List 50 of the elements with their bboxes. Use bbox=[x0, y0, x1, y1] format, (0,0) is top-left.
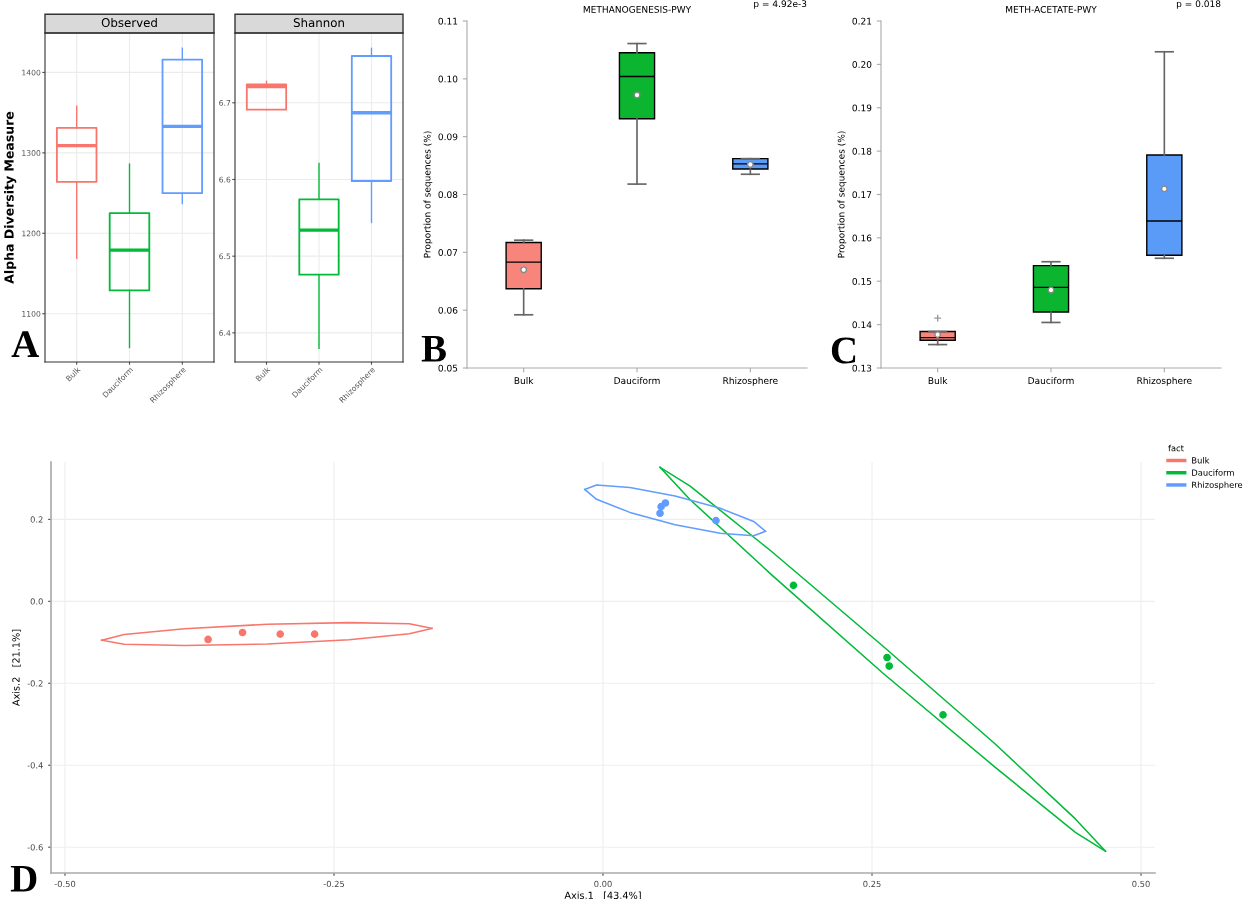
legend-label: Dauciform bbox=[1192, 469, 1234, 476]
y-tick-label: 0.09 bbox=[438, 133, 458, 141]
legend-label: Bulk bbox=[1192, 457, 1210, 464]
y-tick-label: 0.06 bbox=[438, 306, 458, 314]
y-tick-label: 0.08 bbox=[438, 191, 458, 199]
y-tick-label: 0.2 bbox=[30, 516, 43, 523]
text: B bbox=[421, 335, 446, 362]
y-tick-label: -0.4 bbox=[27, 762, 43, 769]
x-tick-label: 0.50 bbox=[1132, 880, 1150, 888]
x-tick-label: -0.25 bbox=[323, 880, 345, 888]
text: C bbox=[831, 337, 856, 364]
y-tick-label: 0.17 bbox=[852, 191, 872, 199]
y-tick-label: 0.05 bbox=[438, 364, 458, 372]
x-tick-label: Rhizosphere bbox=[1137, 377, 1192, 386]
y-tick-label: 0.07 bbox=[438, 249, 458, 256]
x-tick-label: -0.50 bbox=[54, 880, 76, 888]
text: D bbox=[10, 865, 37, 892]
chart-title: METH-ACETATE-PWY bbox=[1006, 5, 1097, 13]
y-tick-label: 0.13 bbox=[852, 364, 872, 372]
x-tick-label: Bulk bbox=[514, 377, 534, 385]
y-axis-title: Axis.2 [21.1%] bbox=[12, 629, 21, 707]
legend-title: fact bbox=[1168, 444, 1184, 452]
x-tick-label: Dauciform bbox=[614, 377, 660, 385]
y-tick-label: 0.16 bbox=[852, 234, 872, 242]
chart-title: Observed bbox=[101, 17, 157, 28]
y-axis-title: Alpha Diversity Measure bbox=[4, 111, 17, 284]
text: p = 4.92e-3 bbox=[754, 0, 807, 9]
x-tick-label: Bulk bbox=[928, 377, 948, 385]
legend-label: Rhizosphere bbox=[1192, 481, 1243, 490]
y-axis-title: Proportion of sequences (%) bbox=[423, 131, 433, 258]
text: A bbox=[11, 331, 39, 358]
y-tick-label: 0.11 bbox=[438, 17, 458, 25]
x-tick-label: Dauciform bbox=[1028, 377, 1074, 385]
x-tick-label: 0.00 bbox=[594, 880, 612, 888]
x-tick-label: 0.25 bbox=[863, 880, 881, 888]
y-tick-label: 0.19 bbox=[852, 104, 872, 112]
chart-title: METHANOGENESIS-PWY bbox=[583, 5, 692, 13]
y-tick-label: 0.14 bbox=[852, 321, 872, 329]
text: p = 0.018 bbox=[1176, 0, 1221, 9]
x-tick-label: Rhizosphere bbox=[723, 377, 778, 386]
y-tick-label: -0.6 bbox=[27, 844, 43, 851]
y-tick-label: 0.0 bbox=[30, 598, 43, 605]
y-axis-title: Proportion of sequences (%) bbox=[837, 131, 847, 258]
y-tick-label: 0.15 bbox=[852, 277, 872, 285]
y-tick-label: 0.20 bbox=[852, 61, 872, 68]
y-tick-label: 0.18 bbox=[852, 147, 872, 155]
chart-title: Shannon bbox=[293, 17, 344, 28]
y-tick-label: -0.2 bbox=[27, 680, 43, 687]
y-tick-label: 0.10 bbox=[438, 75, 458, 83]
y-tick-label: 0.21 bbox=[852, 17, 872, 25]
